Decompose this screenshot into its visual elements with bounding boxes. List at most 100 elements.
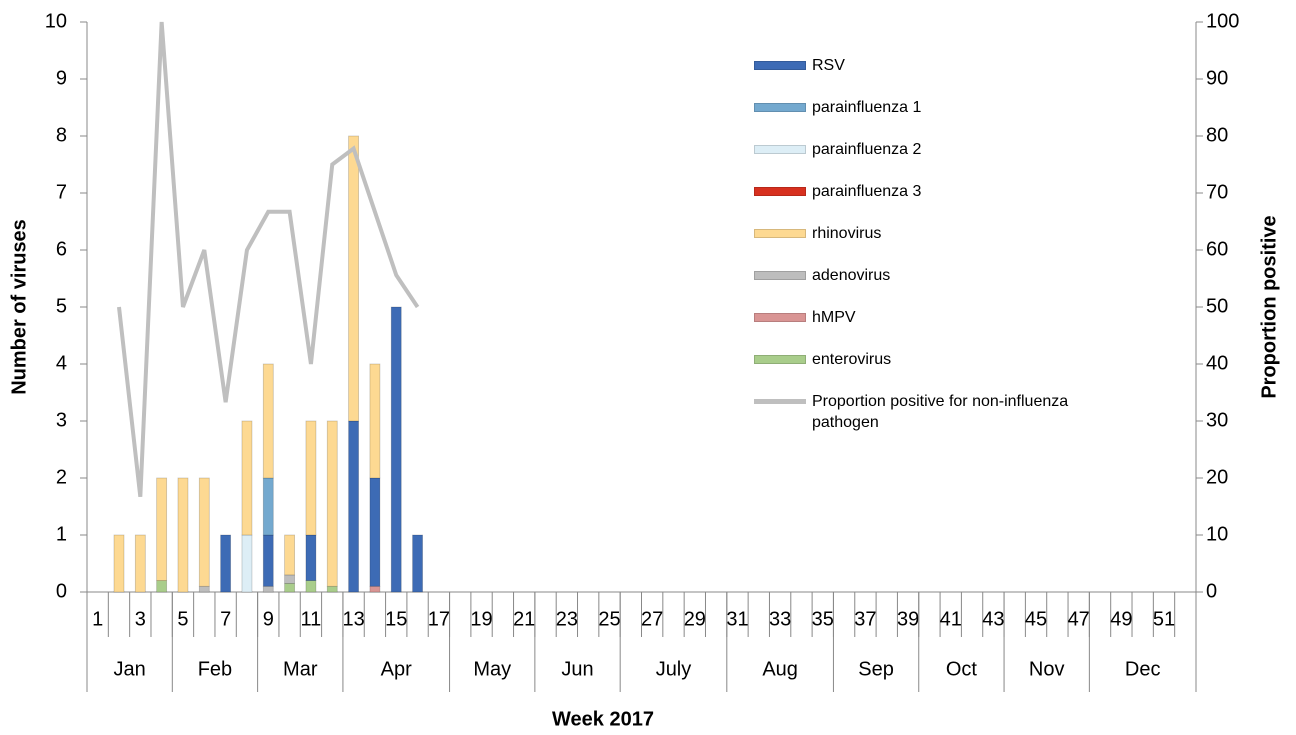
y2-tick-label: 50 xyxy=(1206,295,1228,317)
bar-segment xyxy=(390,306,402,593)
bar-segment xyxy=(305,580,317,593)
bar-segment xyxy=(241,420,253,536)
month-label: Sep xyxy=(858,658,894,680)
legend-swatch xyxy=(754,103,806,112)
bar-segment xyxy=(177,477,189,593)
y2-tick-label: 100 xyxy=(1206,10,1239,32)
y2-axis-title: Proportion positive xyxy=(1258,215,1280,398)
x-tick-label: 33 xyxy=(769,608,791,630)
legend-item: parainfluenza 2 xyxy=(754,139,1134,181)
y-axis-title: Number of viruses xyxy=(8,219,30,395)
month-label: May xyxy=(473,658,511,680)
legend-swatch xyxy=(754,61,806,70)
bar-segment xyxy=(369,363,381,479)
legend-swatch xyxy=(754,313,806,322)
y2-tick-label: 60 xyxy=(1206,238,1228,260)
legend-item: hMPV xyxy=(754,307,1134,349)
legend-item: adenovirus xyxy=(754,265,1134,307)
legend-label: RSV xyxy=(812,57,845,74)
bar-segment xyxy=(262,534,274,587)
x-tick-label: 11 xyxy=(301,608,322,630)
x-tick-label: 19 xyxy=(470,608,492,630)
y2-tick-label: 90 xyxy=(1206,67,1228,89)
x-tick-label: 31 xyxy=(726,608,748,630)
legend-swatch xyxy=(754,355,806,364)
x-tick-label: 47 xyxy=(1068,608,1090,630)
x-tick-label: 41 xyxy=(940,608,962,630)
month-label: Oct xyxy=(946,658,978,680)
bar-segment xyxy=(348,135,359,422)
legend: RSV parainfluenza 1 parainfluenza 2 parainf… xyxy=(754,55,1134,433)
x-axis-title: Week 2017 xyxy=(552,708,654,730)
bar-segment xyxy=(262,363,274,479)
x-tick-label: 9 xyxy=(263,608,274,630)
x-tick-label: 17 xyxy=(428,608,450,630)
month-label: Jun xyxy=(561,658,593,680)
legend-item: parainfluenza 1 xyxy=(754,97,1134,139)
legend-label: parainfluenza 3 xyxy=(812,183,922,200)
legend-item: rhinovirus xyxy=(754,223,1134,265)
month-label: Aug xyxy=(762,658,798,680)
x-tick-label: 23 xyxy=(556,608,578,630)
y2-tick-label: 20 xyxy=(1206,466,1228,488)
bar-segment xyxy=(326,420,338,587)
bar-segment xyxy=(284,583,296,593)
bar-segment xyxy=(156,580,168,593)
month-label: Feb xyxy=(198,658,232,680)
bar-segment xyxy=(284,534,296,576)
x-tick-label: 15 xyxy=(385,608,407,630)
legend-swatch xyxy=(754,145,806,154)
x-tick-label: 51 xyxy=(1153,608,1175,630)
x-tick-label: 35 xyxy=(812,608,834,630)
month-label: Apr xyxy=(381,658,412,680)
month-label: Mar xyxy=(283,658,318,680)
y2-tick-label: 30 xyxy=(1206,409,1228,431)
y-tick-label: 2 xyxy=(56,466,67,488)
bar-segment xyxy=(198,585,210,593)
bar-segment xyxy=(113,534,125,593)
legend-label: rhinovirus xyxy=(812,225,882,242)
legend-item: enterovirus xyxy=(754,349,1134,391)
y-tick-label: 0 xyxy=(56,580,67,602)
legend-swatch xyxy=(754,271,806,280)
bar-segment xyxy=(305,420,317,536)
bar-segment xyxy=(412,534,423,593)
x-tick-label: 5 xyxy=(177,608,188,630)
x-tick-label: 27 xyxy=(641,608,663,630)
x-tick-label: 49 xyxy=(1110,608,1132,630)
bar-segment xyxy=(220,534,232,593)
x-tick-label: 3 xyxy=(135,608,146,630)
y-tick-label: 4 xyxy=(56,352,67,374)
legend-label: parainfluenza 1 xyxy=(812,99,922,116)
bar-segment xyxy=(369,585,381,593)
x-tick-label: 7 xyxy=(220,608,231,630)
x-tick-label: 29 xyxy=(684,608,706,630)
x-tick-label: 45 xyxy=(1025,608,1047,630)
y2-tick-label: 10 xyxy=(1206,523,1228,545)
legend-label: hMPV xyxy=(812,309,856,326)
y-tick-label: 8 xyxy=(56,124,67,146)
y2-tick-label: 40 xyxy=(1206,352,1228,374)
month-label: Jan xyxy=(114,658,146,680)
x-tick-label: 13 xyxy=(342,608,364,630)
month-label: July xyxy=(656,658,692,680)
y2-tick-label: 70 xyxy=(1206,181,1228,203)
legend-swatch xyxy=(754,229,806,238)
bar-segment xyxy=(262,477,274,536)
bar-segment xyxy=(305,534,317,581)
legend-item: RSV xyxy=(754,55,1134,97)
x-tick-label: 1 xyxy=(92,608,103,630)
bar-segment xyxy=(262,585,274,593)
y-tick-label: 5 xyxy=(56,295,67,317)
bar-segment xyxy=(198,477,210,587)
legend-label: parainfluenza 2 xyxy=(812,141,922,158)
legend-label: Proportion positive for non-influenza pa… xyxy=(812,393,1069,431)
legend-swatch xyxy=(754,399,806,404)
legend-label: enterovirus xyxy=(812,351,892,368)
bar-segment xyxy=(348,420,359,593)
legend-item: parainfluenza 3 xyxy=(754,181,1134,223)
x-tick-label: 25 xyxy=(598,608,620,630)
y-tick-label: 9 xyxy=(56,67,67,89)
